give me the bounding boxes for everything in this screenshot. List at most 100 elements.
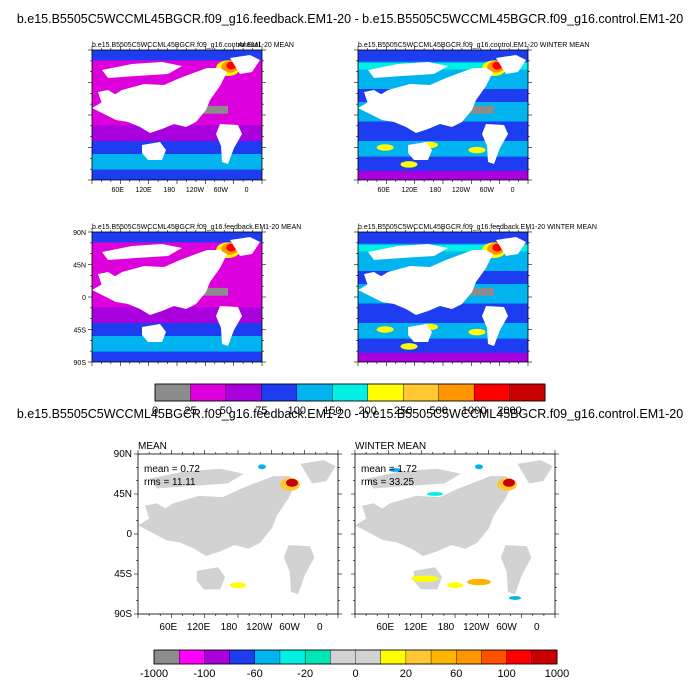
panel-title: b.e15.B5505C5WCCML45BGCR.f09_g16.control…: [358, 42, 589, 49]
colorbar-swatch: [330, 649, 356, 665]
tick-marks: [354, 228, 532, 366]
x-tick-label: 60W: [279, 622, 300, 633]
x-tick-label: 0: [245, 187, 249, 194]
colorbar-label: 25: [184, 405, 196, 417]
x-tick-label: 180: [163, 187, 175, 194]
panel-title: b.e15.B5505C5WCCML45BGCR.f09_g16.feedbac…: [92, 224, 301, 231]
colorbar-swatch: [380, 649, 407, 665]
x-tick-label: 120E: [187, 622, 211, 633]
colorbar-label: 75: [255, 405, 267, 417]
colorbar-label: 1000: [545, 668, 569, 680]
colorbar-label: 200: [359, 405, 377, 417]
colorbar-label: -20: [297, 668, 313, 680]
x-tick-label: 0: [317, 622, 323, 633]
x-tick-label: 120E: [404, 622, 428, 633]
tick-marks: [351, 450, 559, 618]
colorbar-swatch: [332, 383, 369, 402]
panel-title: MEAN: [138, 441, 167, 452]
x-tick-label: 180: [221, 622, 238, 633]
colorbar-swatch: [405, 649, 432, 665]
colorbar-top: 0 25 50 75 100 150 200 250 500 1000 2000: [152, 383, 546, 417]
colorbar-swatch: [531, 649, 558, 665]
y-tick-label: 90N: [73, 230, 86, 237]
x-tick-label: 120W: [452, 187, 471, 194]
colorbar-swatch: [279, 649, 306, 665]
panel-extra-label: Annual: [238, 42, 260, 49]
map-panel-control-mean: 60E 120E 180 120W 60W 0 b.e15.B5505C5WCCML45BG…: [88, 42, 294, 194]
x-tick-label: 60W: [496, 622, 517, 633]
colorbar-swatch: [296, 383, 333, 402]
map-field: [92, 50, 262, 180]
colorbar-swatch: [225, 383, 262, 402]
map-panel-control-winter: 60E 120E 180 120W 60W 0 b.e15.B5505C5WCCML45BG…: [354, 42, 589, 194]
x-tick-label: 60E: [376, 622, 394, 633]
mean-annotation: mean = 0.72: [144, 464, 200, 475]
colorbar-label: 0: [152, 405, 158, 417]
panel-title: b.e15.B5505C5WCCML45BGCR.f09_g16.control…: [92, 42, 294, 49]
colorbar-label: -1000: [140, 668, 168, 680]
top-figure-title: b.e15.B5505C5WCCML45BGCR.f09_g16.feedbac…: [16, 12, 684, 26]
colorbar-label: 50: [220, 405, 232, 417]
colorbar-swatch: [153, 649, 180, 665]
x-tick-label: 0: [511, 187, 515, 194]
x-tick-label: 0: [534, 622, 540, 633]
x-tick-label: 60W: [480, 187, 495, 194]
x-tick-label: 180: [429, 187, 441, 194]
colorbar-label: 500: [429, 405, 447, 417]
rms-annotation: rms = 33.25: [361, 477, 415, 488]
colorbar-label: 150: [323, 405, 341, 417]
colorbar-swatch: [261, 383, 298, 402]
colorbar-label: 2000: [497, 405, 521, 417]
y-tick-label: 45S: [74, 328, 87, 335]
colorbar-label: 250: [394, 405, 412, 417]
tick-marks: [354, 46, 532, 184]
colorbar-swatch: [509, 383, 546, 402]
y-tick-label: 0: [82, 295, 86, 302]
x-tick-label: 60E: [159, 622, 177, 633]
x-tick-label: 120E: [401, 187, 418, 194]
map-field: [138, 454, 338, 614]
tick-marks: [134, 450, 342, 618]
colorbar-swatch: [204, 649, 231, 665]
colorbar-label: 60: [450, 668, 462, 680]
map-field: [355, 454, 555, 614]
colorbar-swatch: [473, 383, 511, 402]
x-tick-label: 60E: [378, 187, 391, 194]
colorbar-swatch: [190, 383, 227, 402]
map-field: [358, 50, 528, 180]
x-tick-label: 120W: [186, 187, 205, 194]
colorbar-label: 1000: [462, 405, 486, 417]
colorbar-swatch: [456, 649, 482, 665]
y-tick-label: 90N: [114, 449, 132, 460]
x-tick-label: 60W: [214, 187, 229, 194]
panel-title: WINTER MEAN: [355, 441, 426, 452]
colorbar-label: -60: [247, 668, 263, 680]
map-panel-feedback-mean: 90N 45N 0 45S 90S b.e15.B5505C5WCCML45BGCR.f0…: [73, 224, 301, 367]
x-tick-label: 120W: [246, 622, 273, 633]
colorbar-label: 20: [400, 668, 412, 680]
rms-annotation: rms = 11.11: [144, 477, 196, 488]
colorbar-swatch: [178, 649, 205, 665]
colorbar-swatch: [254, 649, 281, 665]
x-tick-label: 180: [438, 622, 455, 633]
y-tick-label: 45N: [73, 263, 86, 270]
y-tick-label: 45S: [114, 569, 132, 580]
map-panel-diff-winter: 60E 120E 180 120W 60W 0 WINTER MEAN mean = 1.72…: [351, 441, 559, 633]
colorbar-swatch: [229, 649, 256, 665]
map-field: [92, 232, 262, 362]
x-tick-label: 120W: [463, 622, 490, 633]
colorbar-swatch: [154, 383, 191, 402]
x-tick-label: 60E: [112, 187, 125, 194]
colorbar-swatch: [506, 649, 533, 665]
colorbar-label: 0: [352, 668, 358, 680]
colorbar-swatch: [304, 649, 331, 665]
colorbar-swatch: [402, 383, 440, 402]
tick-marks: [88, 228, 266, 366]
panel-title: b.e15.B5505C5WCCML45BGCR.f09_g16.feedbac…: [358, 224, 597, 231]
colorbar-label: 100: [288, 405, 306, 417]
y-tick-label: 90S: [114, 609, 132, 620]
y-tick-label: 0: [126, 529, 132, 540]
colorbar-label: -100: [193, 668, 215, 680]
colorbar-swatch: [481, 649, 508, 665]
